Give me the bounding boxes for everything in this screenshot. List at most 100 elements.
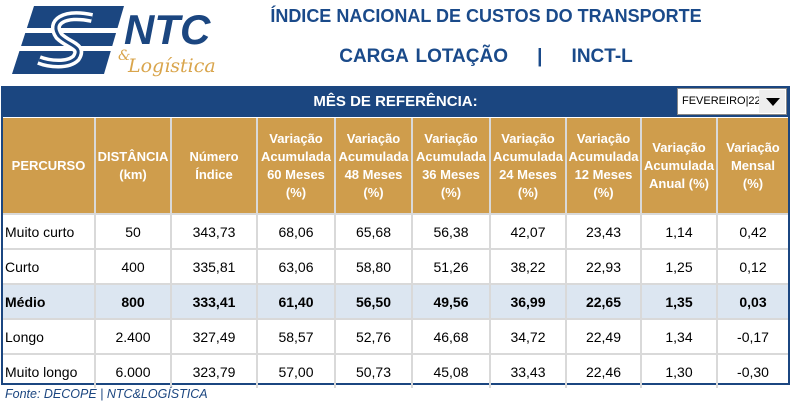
column-header-line: 60 Meses [267,166,325,182]
column-header-line: Acumulada [415,148,487,164]
column-header-line: Variação [269,130,323,146]
value-cell: 1,14 [640,213,718,250]
value-cell: 34,72 [489,318,567,355]
value-cell: 58,57 [256,318,336,355]
column-header-line: (km) [119,166,147,182]
value-cell: 58,80 [334,248,413,285]
value-cell: 1,25 [640,248,718,285]
value-cell: 68,06 [256,213,336,250]
svg-text:NTC: NTC [124,6,211,53]
column-header: Variação Acumulada 24 Meses (%) [489,118,567,215]
ntc-logistica-logo: NTC & Logística [12,6,216,77]
table-row: Muito curto 50 343,73 68,06 65,68 56,38 42,07 2… [3,213,788,250]
column-header-line: DISTÂNCIA [97,148,169,164]
column-header-line: Mensal [730,157,776,173]
column-header-line: Acumulada [568,148,639,164]
column-header-line: Variação [652,139,706,155]
value-cell: 56,50 [334,283,413,320]
column-header-line: (%) [742,175,764,191]
value-cell: 0,42 [716,213,788,250]
column-header-line: (%) [285,184,307,200]
column-header-line: Anual (%) [649,175,709,191]
value-cell: 1,35 [640,283,718,320]
column-header: Variação Acumulada 12 Meses (%) [565,118,642,215]
column-header-line: PERCURSO [11,157,86,173]
svg-text:&: & [118,48,130,64]
column-header: Número Índice [170,118,258,215]
header-row: PERCURSO DISTÂNCIA (km) Número Índice Variaçã… [3,118,788,215]
route-cell: Médio [3,283,96,320]
column-header-line: Variação [726,139,780,155]
column-header-line: 48 Meses [344,166,403,182]
value-cell: 800 [94,283,172,320]
route-cell: Longo [3,318,96,355]
column-header-line: 12 Meses [574,166,633,182]
value-cell: 65,68 [334,213,413,250]
value-cell: 36,99 [489,283,567,320]
column-header-line: Acumulada [338,148,409,164]
column-header-line: Acumulada [492,148,564,164]
value-cell: 343,73 [170,213,258,250]
reference-month-label: MÊS DE REFERÊNCIA: [313,93,478,110]
value-cell: 22,65 [565,283,642,320]
report-subtitle: CARGA LOTAÇÃO | INCT-L [339,46,633,67]
value-cell: 2.400 [94,318,172,355]
value-cell: 333,41 [170,283,258,320]
value-cell: 51,26 [411,248,491,285]
value-cell: -0,17 [716,318,788,355]
table-row: Curto 400 335,81 63,06 58,80 51,26 38,22 22,93 1… [3,248,788,285]
value-cell: 6.000 [94,353,172,388]
column-header-line: (%) [517,184,539,200]
value-cell: 57,00 [256,353,336,388]
table-row: Médio 800 333,41 61,40 56,50 49,56 36,99 22,65 1… [3,283,788,320]
value-cell: 1,30 [640,353,718,388]
column-header-line: Variação [576,130,631,146]
value-cell: 22,49 [565,318,642,355]
column-header-line: 24 Meses [499,166,557,182]
column-header: Variação Acumulada 48 Meses (%) [334,118,413,215]
column-header-line: (%) [440,184,462,200]
value-cell: 400 [94,248,172,285]
route-cell: Muito longo [3,353,96,388]
column-header-line: Índice [195,166,233,182]
column-header-line: Acumulada [260,148,332,164]
value-cell: 22,46 [565,353,642,388]
table-row: Longo 2.400 327,49 58,57 52,76 46,68 34,72 22,4… [3,318,788,355]
value-cell: 0,03 [716,283,788,320]
source-note: Fonte: DECOPE | NTC&LOGÍSTICA [5,387,208,401]
value-cell: 63,06 [256,248,336,285]
value-cell: 56,38 [411,213,491,250]
column-header: Variação Acumulada 60 Meses (%) [256,118,336,215]
column-header: Variação Mensal (%) [716,118,788,215]
column-header-line: 36 Meses [422,166,480,182]
value-cell: 1,34 [640,318,718,355]
value-cell: 335,81 [170,248,258,285]
value-cell: 50,73 [334,353,413,388]
column-header: Variação Acumulada 36 Meses (%) [411,118,491,215]
value-cell: 33,43 [489,353,567,388]
value-cell: 61,40 [256,283,336,320]
chevron-down-icon[interactable] [759,90,785,113]
column-header: PERCURSO [3,118,96,215]
report-title: ÍNDICE NACIONAL DE CUSTOS DO TRANSPORTE [270,6,702,26]
value-cell: 23,43 [565,213,642,250]
reference-month-bar: MÊS DE REFERÊNCIA: FEVEREIRO|22 [1,86,790,117]
column-header: Variação Acumulada Anual (%) [640,118,718,215]
value-cell: 323,79 [170,353,258,388]
value-cell: 327,49 [170,318,258,355]
column-header-line: (%) [363,184,384,200]
value-cell: 46,68 [411,318,491,355]
column-header: DISTÂNCIA (km) [94,118,172,215]
reference-month-select[interactable]: FEVEREIRO|22 [677,88,787,115]
column-header-line: Acumulada [643,157,715,173]
column-header-line: Variação [501,130,555,146]
value-cell: 38,22 [489,248,567,285]
svg-text:Logística: Logística [127,55,216,77]
reference-month-value: FEVEREIRO|22 [682,95,761,107]
column-header-line: Variação [346,130,401,146]
value-cell: 42,07 [489,213,567,250]
value-cell: 52,76 [334,318,413,355]
value-cell: 49,56 [411,283,491,320]
value-cell: 50 [94,213,172,250]
value-cell: 45,08 [411,353,491,388]
